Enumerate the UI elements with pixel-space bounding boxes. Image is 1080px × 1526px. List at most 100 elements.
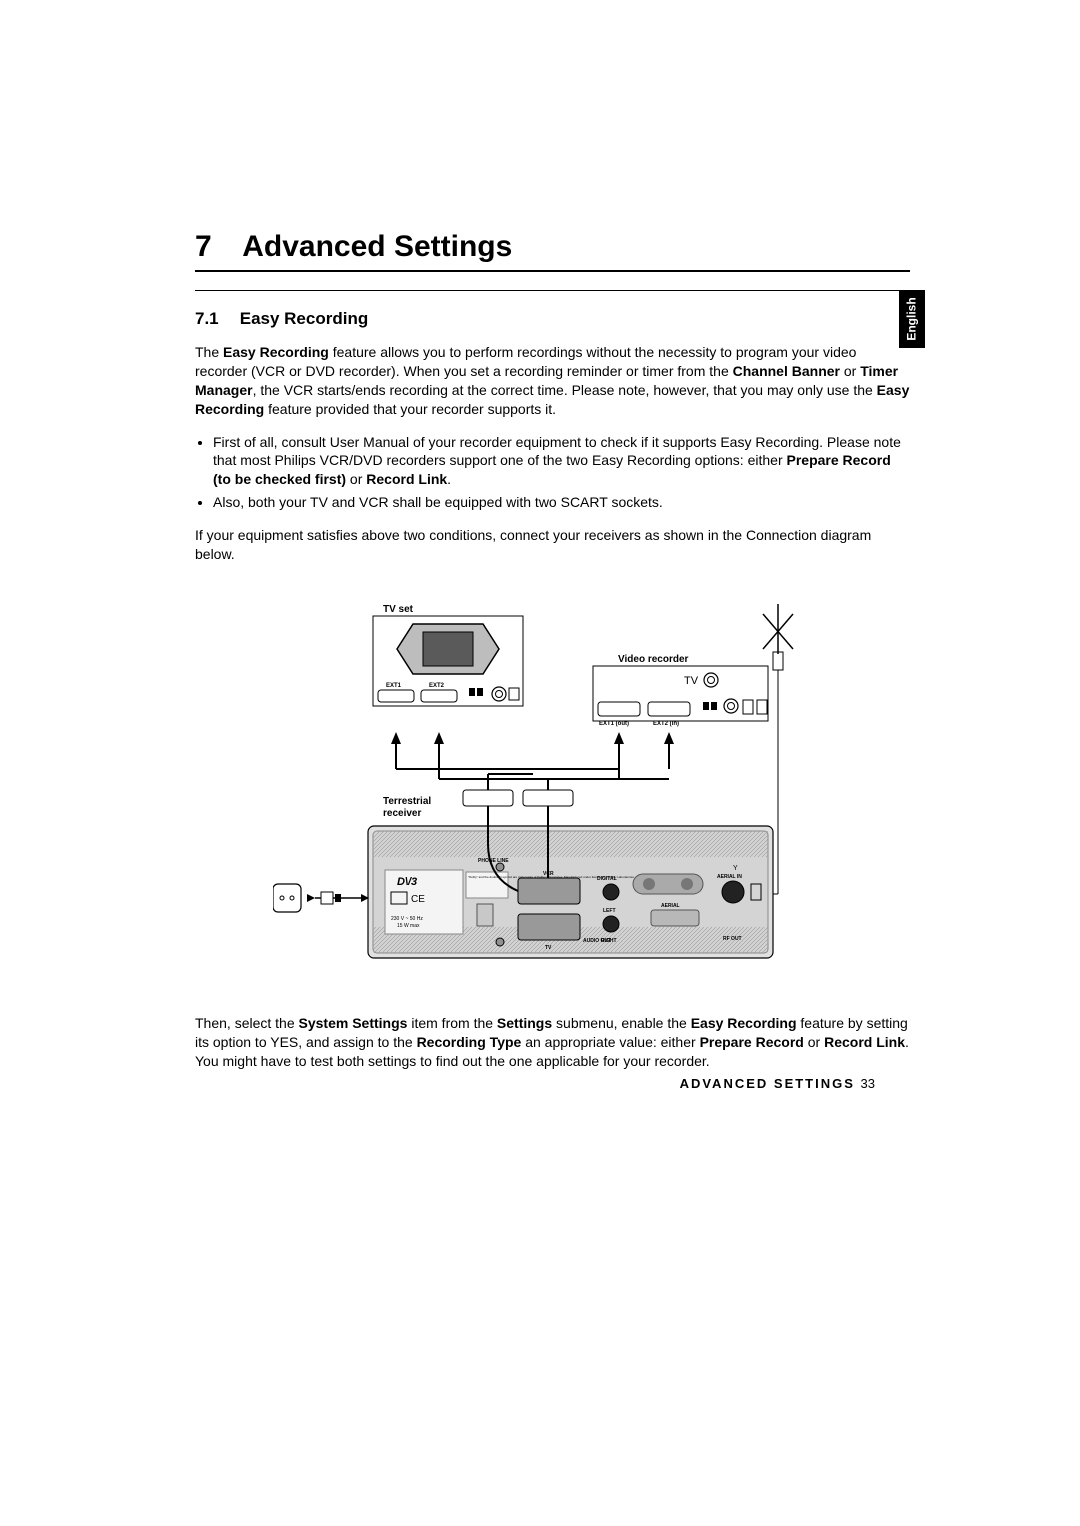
label-aerial-in: AERIAL IN [717, 874, 742, 880]
bold-run: Easy Recording [691, 1015, 797, 1031]
label-power: 230 V ~ 50 Hz [391, 916, 423, 922]
label-tv-set: TV set [383, 604, 414, 615]
label-ext2-in: EXT2 (in) [653, 721, 679, 727]
label-digital: DIGITAL [597, 876, 617, 882]
audio-jack-icon [603, 916, 619, 932]
arrow-up-icon [391, 732, 401, 744]
page-number: 33 [861, 1076, 875, 1091]
label-tv-bottom: TV [545, 945, 552, 951]
chapter-number: 7 [195, 230, 235, 264]
aerial-in-icon [722, 881, 744, 903]
connection-diagram: TV set EXT1 EXT2 Video recorder TV E [195, 594, 910, 984]
rf-socket-inner-icon [727, 702, 734, 709]
manual-page: English 7 Advanced Settings 7.1 Easy Rec… [0, 0, 1080, 1526]
label-tv-port: TV [684, 675, 699, 687]
label-terrestrial: Terrestrial [383, 796, 431, 807]
port-icon [509, 688, 519, 700]
bold-run: Prepare Record [700, 1034, 804, 1050]
label-ext2: EXT2 [429, 683, 445, 689]
text-run: feature provided that your recorder supp… [264, 401, 556, 417]
screw-icon [496, 938, 504, 946]
text-run: or [346, 471, 366, 487]
label-rf-out: RF OUT [723, 936, 742, 942]
ext1-port-icon [378, 690, 414, 702]
arrow-up-icon [614, 732, 624, 744]
scart-socket-icon [518, 914, 580, 940]
text-run: or [840, 363, 860, 379]
section-heading: 7.1 Easy Recording [195, 309, 910, 329]
bold-run: Settings [497, 1015, 552, 1031]
phone-port-icon [477, 904, 493, 926]
slot-hole-icon [681, 878, 693, 890]
vcr-box [593, 666, 768, 721]
label-video-recorder: Video recorder [618, 654, 689, 665]
section-title: Easy Recording [240, 309, 369, 328]
label-audio-out: AUDIO OUT [583, 938, 611, 944]
language-tab-label: English [905, 297, 919, 340]
section-number: 7.1 [195, 309, 235, 329]
label-y: Y [733, 865, 738, 872]
diagram-svg: TV set EXT1 EXT2 Video recorder TV E [273, 594, 833, 984]
ext1out-port-icon [598, 702, 640, 716]
chapter-title: Advanced Settings [242, 230, 512, 263]
arrow-right-icon [307, 894, 315, 902]
tv-inner-icon [423, 632, 473, 666]
minijack-icon [477, 688, 483, 696]
power-socket-icon [273, 884, 301, 912]
audio-jack-icon [603, 884, 619, 900]
bullet-item: Also, both your TV and VCR shall be equi… [213, 493, 910, 512]
arrow-up-icon [434, 732, 444, 744]
label-receiver: receiver [383, 808, 421, 819]
bullet-item: First of all, consult User Manual of you… [213, 433, 910, 490]
scart-plug-icon [463, 790, 513, 806]
bold-run: Record Link [824, 1034, 905, 1050]
text-run: Also, both your TV and VCR shall be equi… [213, 494, 663, 510]
port-icon [743, 700, 753, 714]
text-run: Then, select the [195, 1015, 299, 1031]
scart-plug-icon [523, 790, 573, 806]
text-run: . [447, 471, 451, 487]
label-dvb: D\/3 [397, 876, 417, 888]
page-footer: ADVANCED SETTINGS 33 [680, 1076, 875, 1091]
slot-hole-icon [643, 878, 655, 890]
rf-socket-icon [724, 699, 738, 713]
plug-prong-icon [335, 894, 341, 902]
ext2in-port-icon [648, 702, 690, 716]
label-aerial: AERIAL [661, 903, 680, 909]
aerial-port-icon [651, 910, 699, 926]
after-paragraph: Then, select the System Settings item fr… [195, 1014, 910, 1071]
rf-socket-icon [492, 687, 506, 701]
ext2-port-icon [421, 690, 457, 702]
intro-paragraph: The Easy Recording feature allows you to… [195, 343, 910, 419]
heading-rule-2 [195, 290, 910, 291]
scart-socket-icon [518, 878, 580, 904]
text-run: The [195, 344, 223, 360]
arrow-up-icon [664, 732, 674, 744]
label-power2: 15 W max [397, 923, 420, 929]
ce-mark: CE [411, 894, 425, 905]
text-run: item from the [407, 1015, 496, 1031]
text-run: or [804, 1034, 824, 1050]
label-left: LEFT [603, 908, 616, 914]
chapter-heading: 7 Advanced Settings [195, 230, 910, 264]
label-ext1-out: EXT1 (out) [599, 721, 629, 727]
language-tab: English [899, 290, 925, 348]
bold-run: Easy Recording [223, 344, 329, 360]
rf-socket-icon [704, 673, 718, 687]
text-run: , the VCR starts/ends recording at the c… [253, 382, 877, 398]
screw-icon [496, 863, 504, 871]
port-icon [757, 700, 767, 714]
minijack-icon [703, 702, 709, 710]
text-run: submenu, enable the [552, 1015, 691, 1031]
bullet-list: First of all, consult User Manual of you… [195, 433, 910, 513]
rf-socket-inner-icon [707, 676, 714, 683]
footer-section-label: ADVANCED SETTINGS [680, 1076, 855, 1091]
minijack-icon [469, 688, 475, 696]
text-run: an appropriate value: either [521, 1034, 699, 1050]
label-ext1: EXT1 [386, 683, 402, 689]
receiver-box: D\/3 CE 230 V ~ 50 Hz 15 W max "Dolby" a… [368, 806, 773, 958]
bold-run: Recording Type [417, 1034, 522, 1050]
bold-run: Channel Banner [733, 363, 840, 379]
condition-paragraph: If your equipment satisfies above two co… [195, 526, 910, 564]
plug-icon [321, 892, 333, 904]
